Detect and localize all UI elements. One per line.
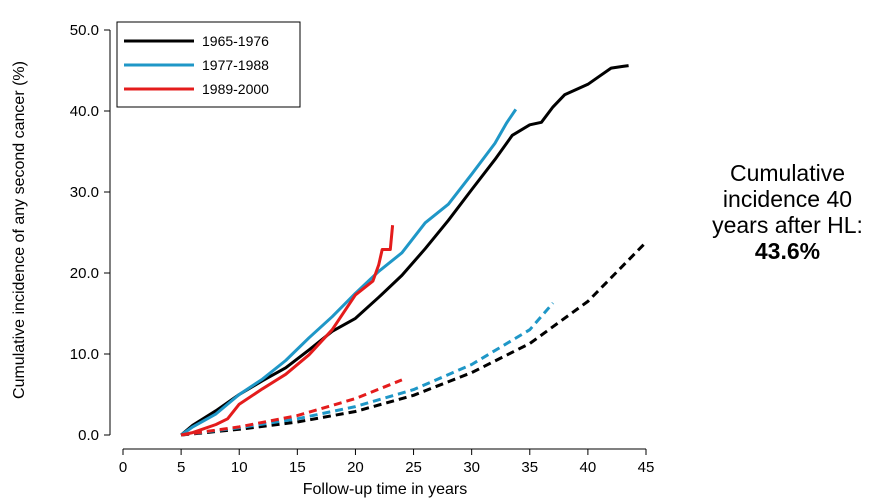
x-axis-title: Follow-up time in years [303, 481, 468, 498]
legend-label: 1989-2000 [202, 81, 269, 97]
x-tick-label: 0 [119, 459, 127, 476]
legend: 1965-1976 1977-1988 1989-2000 [116, 21, 301, 108]
x-tick-label: 15 [289, 459, 306, 476]
series-line-1989-2000-expected [180, 378, 403, 437]
y-tick-label: 10.0 [70, 346, 99, 363]
x-tick-label: 40 [580, 459, 597, 476]
series-line-1977-1988 [180, 108, 518, 437]
annotation-text: Cumulative incidence 40 years after HL: [712, 160, 863, 238]
y-tick-label: 50.0 [70, 22, 99, 39]
y-tick-label: 40.0 [70, 103, 99, 120]
y-tick-label: 20.0 [70, 265, 99, 282]
series-layer [180, 64, 648, 437]
x-tick-label: 5 [177, 459, 185, 476]
annotation-value: 43.6% [754, 238, 821, 264]
x-tick-label: 45 [638, 459, 655, 476]
series-line-1965-1976-expected [180, 241, 648, 437]
y-axis-title: Cumulative incidence of any second cance… [11, 61, 28, 399]
annotation: Cumulative incidence 40 years after HL: … [705, 160, 870, 264]
legend-label: 1965-1976 [202, 33, 269, 49]
x-tick-label: 20 [347, 459, 364, 476]
x-tick-label: 10 [231, 459, 248, 476]
x-tick-label: 25 [405, 459, 422, 476]
legend-label: 1977-1988 [202, 57, 269, 73]
x-tick-label: 35 [521, 459, 538, 476]
y-tick-label: 0.0 [78, 427, 99, 444]
y-tick-label: 30.0 [70, 184, 99, 201]
series-line-1989-2000 [180, 225, 395, 437]
x-tick-label: 30 [463, 459, 480, 476]
series-line-1977-1988-expected [180, 302, 555, 437]
axes: 0 5 10 15 20 25 30 35 40 45 0.0 10.0 20.0 30.0 40.0 50.… [70, 22, 655, 476]
